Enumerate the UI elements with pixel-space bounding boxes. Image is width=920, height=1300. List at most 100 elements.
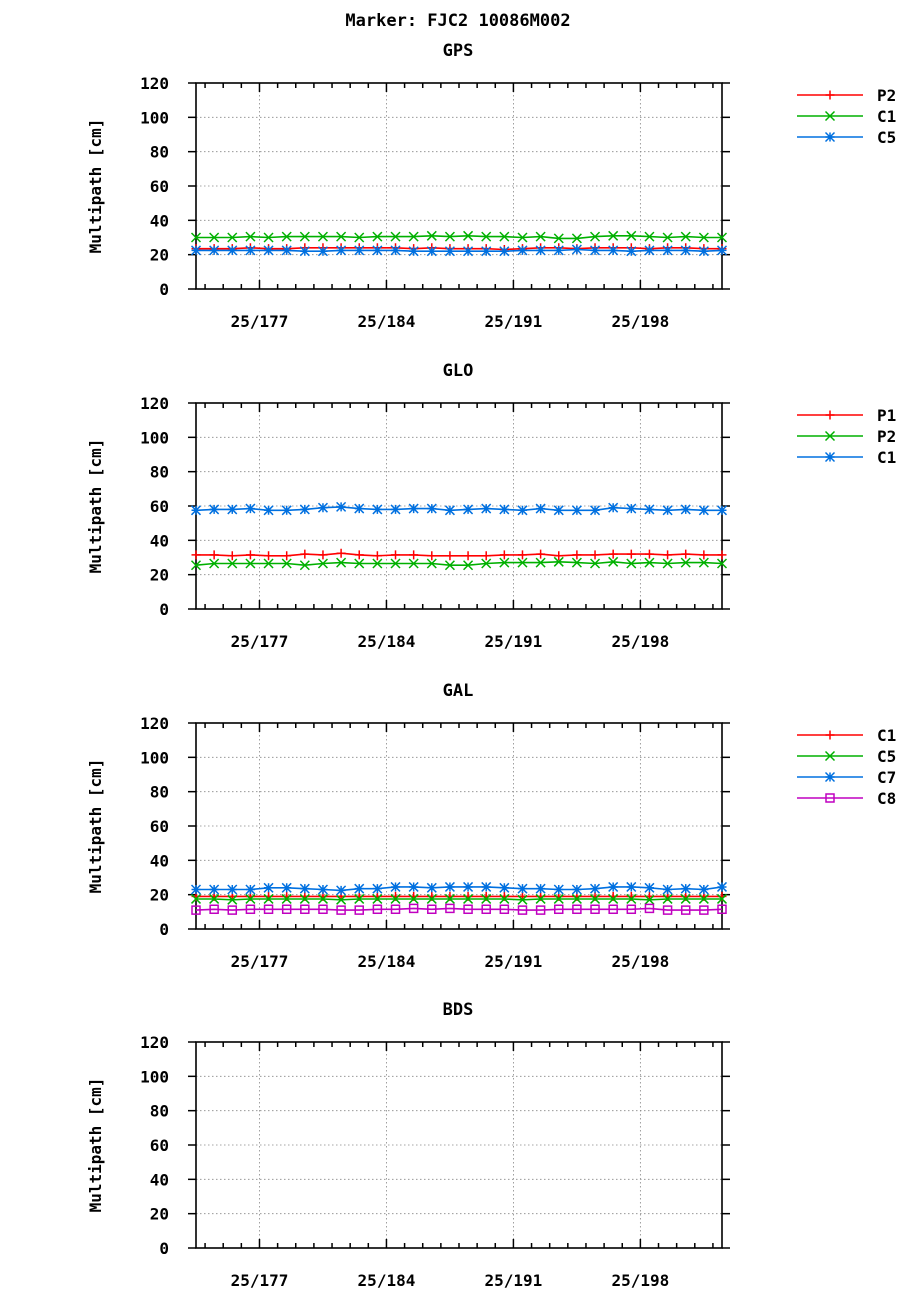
data-point (299, 504, 310, 515)
data-point (535, 893, 546, 904)
data-point (390, 231, 401, 242)
data-point (716, 245, 728, 256)
data-point (626, 558, 637, 569)
y-tick-label: 60 (150, 177, 169, 196)
chart-panels: GPS 0 20 40 60 80 100 120 25/177 25/184 25/191 25/1… (86, 41, 896, 1290)
panel-title: BDS (443, 1000, 474, 1020)
data-point (444, 246, 455, 257)
legend-entry-c1: C1 (797, 448, 896, 467)
data-point (536, 549, 546, 559)
data-point (372, 558, 383, 569)
x-tick-label: 25/191 (485, 312, 543, 331)
data-point (717, 904, 727, 915)
legend-entry-c8: C8 (797, 789, 896, 808)
data-point (281, 505, 292, 516)
series-line (196, 234, 722, 240)
data-point (698, 232, 709, 243)
x-tick-label: 25/177 (231, 632, 289, 651)
series-line (195, 506, 722, 512)
data-point (699, 905, 709, 915)
data-point (444, 881, 455, 892)
data-point (390, 245, 401, 256)
data-point (825, 793, 835, 803)
data-point (463, 504, 474, 515)
data-point (481, 231, 492, 242)
series-line (196, 248, 723, 253)
data-point (608, 502, 619, 513)
x-tick-label: 25/177 (231, 312, 289, 331)
data-point (662, 558, 673, 569)
data-point (299, 883, 310, 894)
data-point (571, 893, 582, 904)
plot-frame (195, 402, 723, 610)
y-tick-label: 40 (150, 531, 169, 550)
data-point (190, 245, 202, 256)
data-point (354, 232, 365, 243)
x-tick-label: 25/177 (231, 1271, 289, 1290)
y-tick-label: 120 (140, 1033, 169, 1052)
data-point (535, 557, 546, 568)
x-tick-label: 25/198 (611, 952, 669, 971)
data-point (408, 558, 419, 569)
data-point (336, 894, 347, 905)
x-tick-label: 25/191 (485, 952, 543, 971)
legend-label: C1 (877, 107, 896, 126)
legend-entry-c1: C1 (797, 107, 896, 126)
data-point (372, 245, 383, 256)
x-tick-label: 25/184 (358, 952, 416, 971)
series-c5 (190, 893, 728, 905)
chart-panel-gal: GAL 0 20 40 60 80 100 120 25/177 25/184 25/191 25/1… (86, 681, 896, 971)
data-point (608, 230, 619, 241)
data-point (499, 550, 509, 560)
data-point (372, 883, 383, 894)
data-point (824, 750, 836, 762)
data-point (571, 505, 582, 516)
data-point (662, 905, 673, 915)
data-point (481, 904, 491, 915)
y-tick-label: 60 (150, 497, 169, 516)
data-point (426, 230, 437, 241)
data-point (336, 501, 347, 512)
y-tick-label: 0 (159, 600, 169, 619)
x-tick-label: 25/177 (231, 952, 289, 971)
y-tick-label: 20 (150, 566, 169, 585)
data-point (680, 883, 691, 894)
data-point (644, 903, 655, 914)
data-point (572, 904, 582, 915)
data-point (209, 232, 220, 243)
data-point (281, 245, 292, 256)
data-point (571, 244, 582, 255)
data-point (444, 505, 455, 516)
x-tick-label: 25/198 (611, 312, 669, 331)
data-point (481, 893, 492, 904)
data-point (590, 904, 600, 915)
y-tick-label: 20 (150, 886, 169, 905)
legend-label: C7 (877, 768, 896, 787)
data-point (644, 231, 655, 242)
series-c8 (191, 903, 727, 915)
data-point (553, 556, 564, 567)
data-point (517, 905, 528, 915)
data-point (245, 503, 256, 514)
data-point (698, 893, 709, 904)
series-c1 (190, 501, 728, 516)
data-point (499, 904, 510, 915)
y-tick-label: 100 (140, 748, 169, 767)
data-point (698, 884, 709, 895)
data-point (227, 245, 238, 256)
data-point (716, 558, 728, 569)
data-point (825, 730, 835, 740)
data-point (391, 550, 401, 560)
data-point (608, 893, 619, 904)
data-point (663, 550, 673, 560)
y-axis-label: Multipath [cm] (86, 439, 105, 574)
data-point (390, 504, 401, 515)
legend-label: C1 (877, 448, 896, 467)
series-line (196, 246, 722, 251)
data-point (463, 551, 473, 561)
data-point (190, 560, 202, 571)
y-tick-label: 0 (159, 1239, 169, 1258)
data-point (590, 883, 601, 894)
data-point (390, 893, 401, 904)
